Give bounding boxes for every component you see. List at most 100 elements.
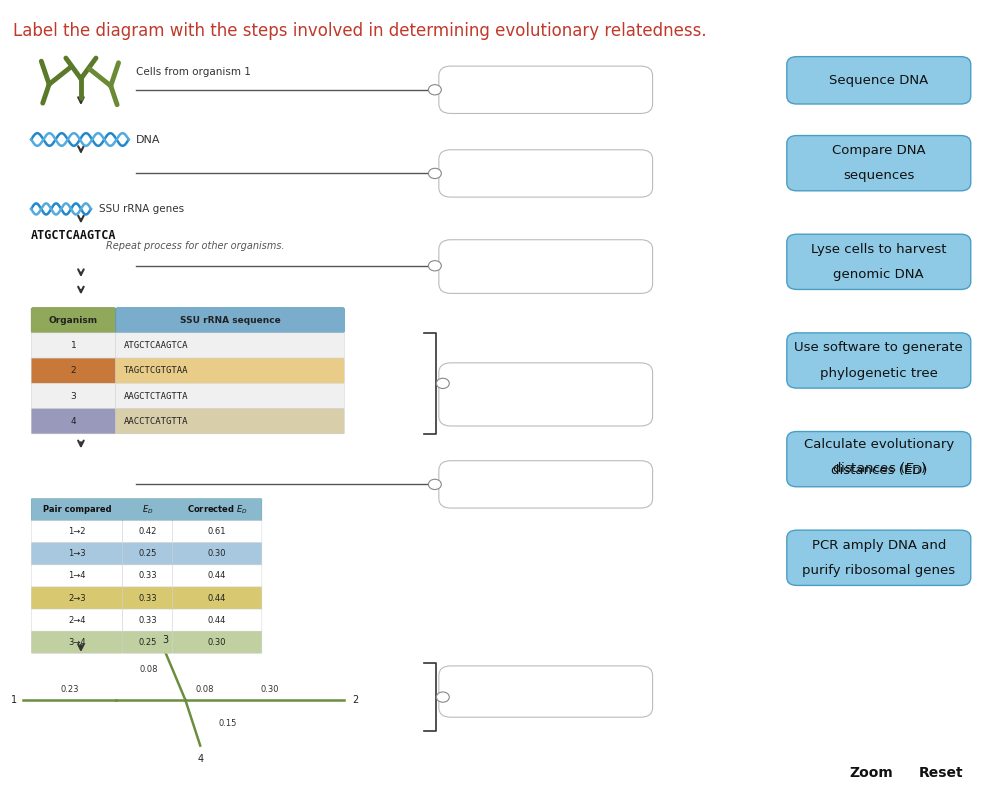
Text: sequences: sequences [843, 169, 914, 182]
FancyBboxPatch shape [172, 565, 262, 587]
Text: DNA: DNA [136, 135, 161, 144]
Circle shape [437, 379, 450, 389]
FancyBboxPatch shape [116, 307, 344, 333]
Text: 2→3: 2→3 [68, 593, 86, 603]
Text: 2: 2 [352, 695, 359, 705]
FancyBboxPatch shape [439, 240, 653, 293]
Text: 0.30: 0.30 [208, 638, 226, 647]
Text: 0.23: 0.23 [60, 684, 79, 694]
FancyBboxPatch shape [31, 358, 116, 383]
Text: 2→4: 2→4 [68, 615, 86, 625]
Text: 0.33: 0.33 [139, 593, 157, 603]
FancyBboxPatch shape [31, 609, 123, 631]
Text: 0.25: 0.25 [139, 638, 157, 647]
Text: purify ribosomal genes: purify ribosomal genes [803, 564, 955, 577]
FancyBboxPatch shape [439, 363, 653, 426]
Circle shape [429, 261, 442, 271]
Text: PCR amply DNA and: PCR amply DNA and [812, 539, 946, 552]
FancyBboxPatch shape [787, 333, 971, 388]
Text: ATGCTCAAGTCA: ATGCTCAAGTCA [124, 341, 188, 350]
Text: 0.33: 0.33 [139, 572, 157, 581]
Text: 4: 4 [197, 753, 203, 763]
Text: distances (ED): distances (ED) [831, 464, 927, 478]
FancyBboxPatch shape [123, 565, 172, 587]
Text: 1→2: 1→2 [68, 527, 86, 536]
Text: Lyse cells to harvest: Lyse cells to harvest [811, 242, 946, 256]
FancyBboxPatch shape [172, 520, 262, 543]
FancyBboxPatch shape [787, 135, 971, 191]
FancyBboxPatch shape [439, 66, 653, 113]
Text: $E_D$: $E_D$ [142, 504, 154, 516]
Text: TAGCTCGTGTAA: TAGCTCGTGTAA [124, 366, 188, 375]
Text: 0.30: 0.30 [260, 684, 279, 694]
FancyBboxPatch shape [31, 631, 123, 653]
FancyBboxPatch shape [31, 587, 123, 609]
FancyBboxPatch shape [787, 234, 971, 289]
FancyBboxPatch shape [116, 358, 344, 383]
Text: Zoom: Zoom [849, 766, 893, 780]
Text: 0.15: 0.15 [218, 719, 236, 728]
FancyBboxPatch shape [439, 150, 653, 197]
FancyBboxPatch shape [172, 609, 262, 631]
Text: 0.42: 0.42 [139, 527, 157, 536]
Text: 0.30: 0.30 [208, 550, 226, 558]
FancyBboxPatch shape [787, 432, 971, 487]
FancyBboxPatch shape [31, 565, 123, 587]
Text: 0.33: 0.33 [139, 615, 157, 625]
Text: 3→4: 3→4 [68, 638, 86, 647]
FancyBboxPatch shape [439, 461, 653, 508]
FancyBboxPatch shape [123, 609, 172, 631]
Text: 0.44: 0.44 [208, 593, 226, 603]
Text: 1: 1 [71, 341, 77, 350]
Circle shape [429, 85, 442, 95]
Text: phylogenetic tree: phylogenetic tree [820, 367, 938, 379]
Text: ATGCTCAAGTCA: ATGCTCAAGTCA [31, 230, 117, 242]
FancyBboxPatch shape [172, 631, 262, 653]
Text: Calculate evolutionary: Calculate evolutionary [804, 439, 954, 451]
Text: 0.44: 0.44 [208, 615, 226, 625]
Text: AACCTCATGTTA: AACCTCATGTTA [124, 417, 188, 426]
Text: 1→4: 1→4 [68, 572, 86, 581]
Text: 3: 3 [163, 634, 168, 645]
Text: 4: 4 [71, 417, 77, 426]
FancyBboxPatch shape [31, 333, 116, 358]
Text: genomic DNA: genomic DNA [833, 268, 924, 281]
Text: Label the diagram with the steps involved in determining evolutionary relatednes: Label the diagram with the steps involve… [13, 22, 707, 40]
Text: 2: 2 [71, 366, 77, 375]
FancyBboxPatch shape [787, 530, 971, 585]
FancyBboxPatch shape [172, 587, 262, 609]
FancyBboxPatch shape [123, 631, 172, 653]
Text: 1→3: 1→3 [68, 550, 86, 558]
FancyBboxPatch shape [31, 543, 123, 565]
Text: 0.08: 0.08 [196, 684, 214, 694]
Text: 0.61: 0.61 [208, 527, 226, 536]
Text: distances ($E_D$): distances ($E_D$) [831, 462, 926, 478]
FancyBboxPatch shape [172, 543, 262, 565]
Text: Cells from organism 1: Cells from organism 1 [136, 67, 250, 78]
Text: 0.25: 0.25 [139, 550, 157, 558]
FancyBboxPatch shape [31, 383, 116, 409]
FancyBboxPatch shape [439, 666, 653, 718]
Text: 3: 3 [71, 391, 77, 401]
Circle shape [429, 479, 442, 489]
FancyBboxPatch shape [116, 333, 344, 358]
Text: SSU rRNA sequence: SSU rRNA sequence [179, 316, 280, 325]
Text: 0.44: 0.44 [208, 572, 226, 581]
FancyBboxPatch shape [31, 307, 116, 333]
Text: Use software to generate: Use software to generate [795, 341, 963, 354]
Text: Corrected $E_D$: Corrected $E_D$ [186, 504, 247, 516]
FancyBboxPatch shape [123, 587, 172, 609]
FancyBboxPatch shape [116, 409, 344, 434]
Text: Reset: Reset [918, 766, 963, 780]
FancyBboxPatch shape [787, 57, 971, 104]
Circle shape [429, 169, 442, 178]
FancyBboxPatch shape [123, 543, 172, 565]
FancyBboxPatch shape [31, 520, 123, 543]
FancyBboxPatch shape [123, 520, 172, 543]
Text: 1: 1 [11, 695, 17, 705]
Text: Repeat process for other organisms.: Repeat process for other organisms. [106, 241, 284, 251]
Text: Compare DNA: Compare DNA [831, 144, 925, 157]
FancyBboxPatch shape [116, 383, 344, 409]
Text: Pair compared: Pair compared [43, 505, 112, 514]
FancyBboxPatch shape [31, 499, 262, 520]
